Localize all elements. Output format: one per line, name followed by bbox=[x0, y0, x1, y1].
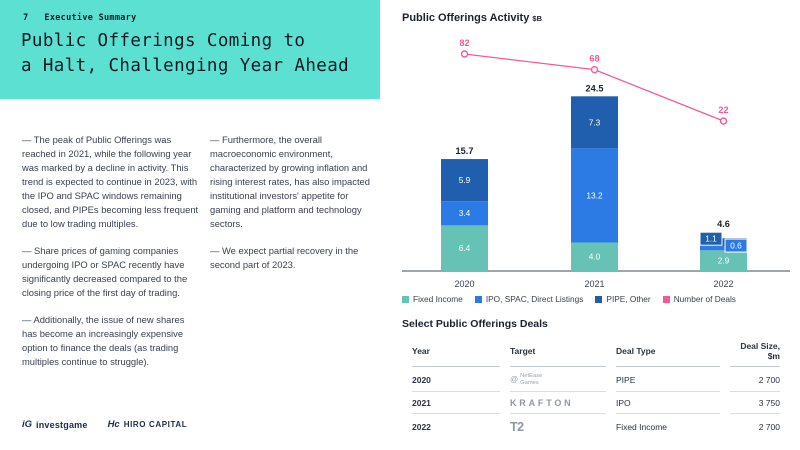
x-axis-tick-label: 2021 bbox=[584, 279, 604, 289]
bar-segment-label: 4.0 bbox=[589, 252, 601, 262]
body-paragraph: — The peak of Public Offerings was reach… bbox=[22, 134, 199, 229]
deal-target-logo: KRAFTON bbox=[510, 392, 606, 415]
chart-title: Public Offerings Activity $B bbox=[402, 12, 542, 24]
bar-segment-label: 2.9 bbox=[718, 256, 730, 266]
table-row: 2020 @ NetEase Games PIPE 2 700 bbox=[412, 367, 780, 393]
bar-segment-chip-label: 1.1 bbox=[705, 234, 717, 244]
kicker: 7 Executive Summary bbox=[23, 13, 137, 23]
deal-year: 2022 bbox=[412, 422, 431, 433]
legend-item: Fixed Income bbox=[402, 294, 463, 304]
deals-table: Year Target Deal Type Deal Size, $m 2020 @ Ne… bbox=[402, 337, 790, 439]
netease-swirl-icon: @ bbox=[510, 375, 519, 385]
deals-table-title: Select Public Offerings Deals bbox=[402, 318, 548, 330]
body-paragraph: — Share prices of gaming companies under… bbox=[22, 245, 188, 298]
deal-year: 2021 bbox=[412, 392, 500, 415]
x-axis-tick-label: 2022 bbox=[713, 279, 733, 289]
deals-column-header: Year bbox=[412, 337, 500, 367]
body-column-2: — Furthermore, the overall macroeconomic… bbox=[210, 133, 380, 285]
bar-segment-label: 7.3 bbox=[589, 117, 601, 127]
legend-item: Number of Deals bbox=[662, 294, 736, 304]
deals-value-label: 68 bbox=[589, 54, 599, 64]
legend-label: Number of Deals bbox=[673, 294, 736, 304]
deals-line-marker bbox=[590, 65, 599, 74]
legend-swatch bbox=[595, 295, 603, 303]
deal-type: Fixed Income bbox=[616, 422, 668, 433]
deal-target-logo: @ NetEase Games bbox=[510, 367, 606, 393]
x-axis-tick-label: 2020 bbox=[454, 279, 474, 289]
table-row: 2021 KRAFTON IPO 3 750 bbox=[412, 392, 780, 415]
hiro-capital-logo-icon: Hc bbox=[107, 419, 120, 430]
bar-segment-label: 5.9 bbox=[459, 175, 471, 185]
deal-year: 2020 bbox=[412, 367, 500, 393]
deals-column-header: Deal Type bbox=[616, 337, 720, 367]
footer: iG investgame Hc HIRO CAPITAL bbox=[22, 419, 187, 430]
investgame-logo: iG investgame bbox=[22, 419, 88, 430]
legend-label: PIPE, Other bbox=[606, 294, 651, 304]
bar-segment-chip-label: 0.6 bbox=[730, 241, 742, 251]
deals-column-header: Target bbox=[510, 337, 606, 367]
body-paragraph: — Furthermore, the overall macroeconomic… bbox=[210, 134, 370, 229]
legend-label: IPO, SPAC, Direct Listings bbox=[485, 294, 584, 304]
deals-table-section: Select Public Offerings Deals Year Target… bbox=[402, 318, 790, 439]
legend-swatch bbox=[662, 295, 670, 303]
legend-swatch bbox=[474, 295, 482, 303]
legend-item: IPO, SPAC, Direct Listings bbox=[474, 294, 584, 304]
deals-value-label: 82 bbox=[459, 38, 469, 48]
legend-swatch bbox=[402, 295, 409, 303]
deal-target-logo: T2 bbox=[510, 420, 524, 435]
bar-segment-label: 3.4 bbox=[459, 208, 471, 218]
bar-segment-label: 6.4 bbox=[459, 243, 471, 253]
bar-total-label: 4.6 bbox=[717, 219, 730, 229]
hiro-capital-logo: Hc HIRO CAPITAL bbox=[107, 419, 188, 430]
chart-unit: $B bbox=[532, 14, 542, 23]
body-paragraph: — We expect partial recovery in the seco… bbox=[210, 245, 359, 270]
deal-size: 2 700 bbox=[758, 422, 780, 433]
legend-label: Fixed Income bbox=[413, 294, 463, 304]
legend-item: PIPE, Other bbox=[595, 294, 651, 304]
deal-size: 2 700 bbox=[730, 367, 780, 393]
deals-table-body: 2020 @ NetEase Games PIPE 2 700 2021 KRAFTON IPO… bbox=[412, 367, 780, 439]
deal-type: PIPE bbox=[616, 367, 720, 393]
deals-value-label: 22 bbox=[718, 105, 728, 115]
deals-line-marker bbox=[719, 117, 728, 125]
deals-line-marker bbox=[460, 50, 469, 58]
deals-column-header: Deal Size, $m bbox=[730, 337, 780, 367]
deals-table-header-row: Year Target Deal Type Deal Size, $m bbox=[412, 337, 780, 367]
page-title: Public Offerings Coming to a Halt, Challe… bbox=[21, 31, 350, 76]
chart-legend: Fixed Income IPO, SPAC, Direct Listings PI… bbox=[402, 294, 736, 304]
deal-type: IPO bbox=[616, 392, 720, 415]
section-label: Executive Summary bbox=[44, 13, 137, 23]
table-row: 2022 T2 Fixed Income 2 700 bbox=[412, 414, 780, 439]
public-offerings-chart: 6.4 3.4 5.9 15.7 2020 4.0 13.2 7.3 24.5 2021 2.90.… bbox=[402, 38, 790, 289]
investgame-logo-icon: iG bbox=[22, 419, 33, 430]
bar-segment-label: 13.2 bbox=[586, 190, 603, 200]
deal-size: 3 750 bbox=[730, 392, 780, 415]
bar-total-label: 24.5 bbox=[586, 83, 604, 93]
page-number: 7 bbox=[23, 13, 29, 23]
header-block: 7 Executive Summary Public Offerings Com… bbox=[0, 0, 380, 99]
body-paragraph: — Additionally, the issue of new shares … bbox=[22, 314, 185, 367]
body-column-1: — The peak of Public Offerings was reach… bbox=[22, 133, 199, 382]
bar-total-label: 15.7 bbox=[456, 146, 474, 156]
